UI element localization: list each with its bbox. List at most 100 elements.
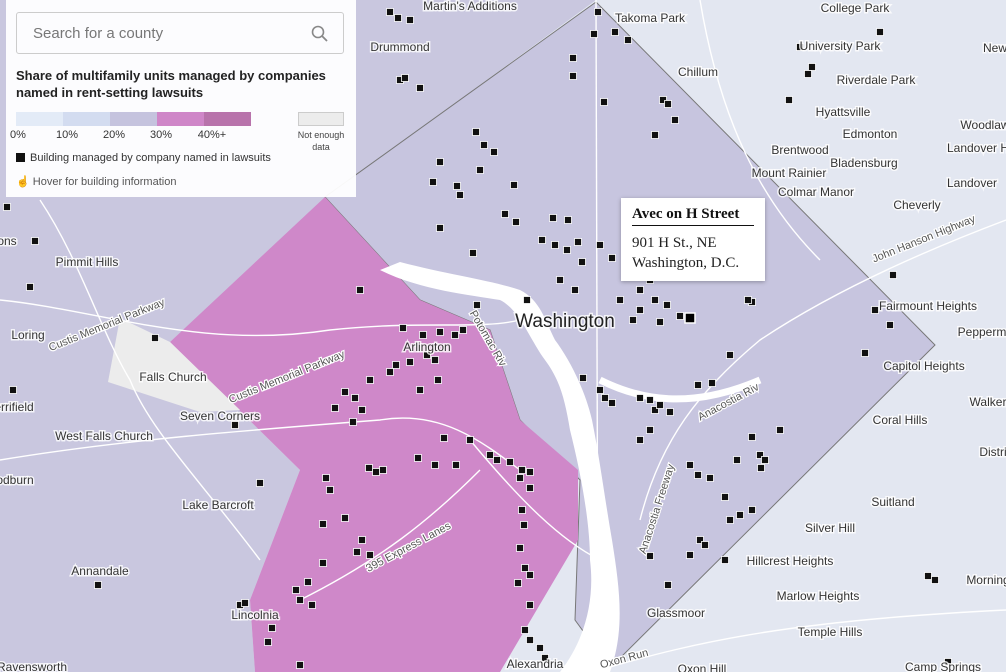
- building-marker[interactable]: [646, 426, 654, 434]
- building-marker[interactable]: [676, 312, 684, 320]
- building-marker[interactable]: [451, 331, 459, 339]
- building-marker[interactable]: [574, 238, 582, 246]
- building-marker[interactable]: [600, 98, 608, 106]
- building-marker[interactable]: [436, 224, 444, 232]
- building-marker[interactable]: [616, 296, 624, 304]
- building-marker[interactable]: [636, 394, 644, 402]
- building-marker[interactable]: [406, 16, 414, 24]
- building-marker[interactable]: [386, 368, 394, 376]
- building-marker[interactable]: [536, 644, 544, 652]
- building-marker[interactable]: [757, 464, 765, 472]
- building-marker[interactable]: [514, 579, 522, 587]
- building-marker[interactable]: [744, 296, 752, 304]
- building-marker[interactable]: [776, 426, 784, 434]
- building-marker[interactable]: [512, 218, 520, 226]
- building-marker[interactable]: [516, 474, 524, 482]
- building-marker[interactable]: [748, 506, 756, 514]
- building-marker[interactable]: [518, 506, 526, 514]
- building-marker[interactable]: [666, 408, 674, 416]
- building-marker[interactable]: [671, 116, 679, 124]
- building-marker[interactable]: [319, 520, 327, 528]
- building-marker[interactable]: [349, 418, 357, 426]
- building-marker[interactable]: [569, 72, 577, 80]
- building-marker[interactable]: [353, 548, 361, 556]
- building-marker[interactable]: [521, 626, 529, 634]
- building-marker[interactable]: [651, 406, 659, 414]
- building-marker[interactable]: [296, 596, 304, 604]
- building-marker[interactable]: [431, 356, 439, 364]
- building-marker[interactable]: [372, 468, 380, 476]
- building-marker[interactable]: [538, 236, 546, 244]
- building-marker[interactable]: [646, 396, 654, 404]
- building-marker[interactable]: [486, 451, 494, 459]
- building-marker[interactable]: [871, 306, 879, 314]
- building-marker[interactable]: [646, 552, 654, 560]
- building-marker[interactable]: [526, 468, 534, 476]
- building-marker[interactable]: [9, 386, 17, 394]
- building-marker[interactable]: [523, 296, 531, 304]
- building-marker[interactable]: [3, 203, 11, 211]
- building-marker[interactable]: [429, 178, 437, 186]
- building-marker[interactable]: [516, 544, 524, 552]
- building-marker[interactable]: [459, 326, 467, 334]
- building-marker[interactable]: [296, 661, 304, 669]
- building-marker[interactable]: [701, 541, 709, 549]
- building-marker[interactable]: [366, 376, 374, 384]
- building-marker[interactable]: [241, 599, 249, 607]
- building-marker[interactable]: [596, 241, 604, 249]
- building-marker[interactable]: [493, 456, 501, 464]
- building-marker[interactable]: [659, 96, 667, 104]
- building-marker[interactable]: [406, 358, 414, 366]
- building-marker[interactable]: [611, 28, 619, 36]
- building-marker[interactable]: [736, 511, 744, 519]
- building-marker[interactable]: [392, 361, 400, 369]
- building-marker[interactable]: [452, 461, 460, 469]
- building-marker[interactable]: [651, 296, 659, 304]
- building-marker[interactable]: [721, 556, 729, 564]
- building-marker[interactable]: [651, 131, 659, 139]
- building-marker[interactable]: [419, 331, 427, 339]
- building-marker[interactable]: [549, 214, 557, 222]
- building-marker[interactable]: [541, 654, 549, 662]
- building-marker[interactable]: [526, 571, 534, 579]
- building-marker[interactable]: [756, 451, 764, 459]
- building-marker[interactable]: [563, 246, 571, 254]
- building-marker[interactable]: [31, 237, 39, 245]
- building-marker[interactable]: [785, 96, 793, 104]
- building-marker[interactable]: [469, 249, 477, 257]
- building-marker[interactable]: [94, 581, 102, 589]
- building-marker[interactable]: [726, 351, 734, 359]
- building-marker[interactable]: [664, 581, 672, 589]
- building-marker[interactable]: [924, 572, 932, 580]
- building-marker[interactable]: [876, 28, 884, 36]
- building-marker[interactable]: [761, 456, 769, 464]
- building-marker[interactable]: [510, 181, 518, 189]
- building-marker[interactable]: [416, 386, 424, 394]
- building-marker[interactable]: [292, 586, 300, 594]
- building-marker[interactable]: [656, 318, 664, 326]
- building-marker[interactable]: [440, 434, 448, 442]
- building-marker[interactable]: [526, 636, 534, 644]
- building-marker[interactable]: [472, 128, 480, 136]
- building-marker[interactable]: [386, 8, 394, 16]
- building-marker[interactable]: [436, 158, 444, 166]
- building-marker[interactable]: [629, 316, 637, 324]
- building-marker[interactable]: [601, 394, 609, 402]
- building-marker[interactable]: [351, 394, 359, 402]
- building-marker[interactable]: [490, 148, 498, 156]
- building-marker[interactable]: [466, 436, 474, 444]
- building-marker[interactable]: [526, 484, 534, 492]
- building-marker[interactable]: [356, 286, 364, 294]
- building-marker[interactable]: [726, 516, 734, 524]
- building-marker[interactable]: [564, 216, 572, 224]
- building-marker[interactable]: [733, 456, 741, 464]
- building-marker[interactable]: [636, 436, 644, 444]
- building-marker[interactable]: [480, 141, 488, 149]
- building-marker[interactable]: [358, 536, 366, 544]
- building-marker[interactable]: [379, 466, 387, 474]
- building-marker[interactable]: [696, 536, 704, 544]
- building-marker[interactable]: [26, 283, 34, 291]
- building-marker[interactable]: [708, 379, 716, 387]
- building-marker[interactable]: [414, 454, 422, 462]
- building-marker[interactable]: [804, 70, 812, 78]
